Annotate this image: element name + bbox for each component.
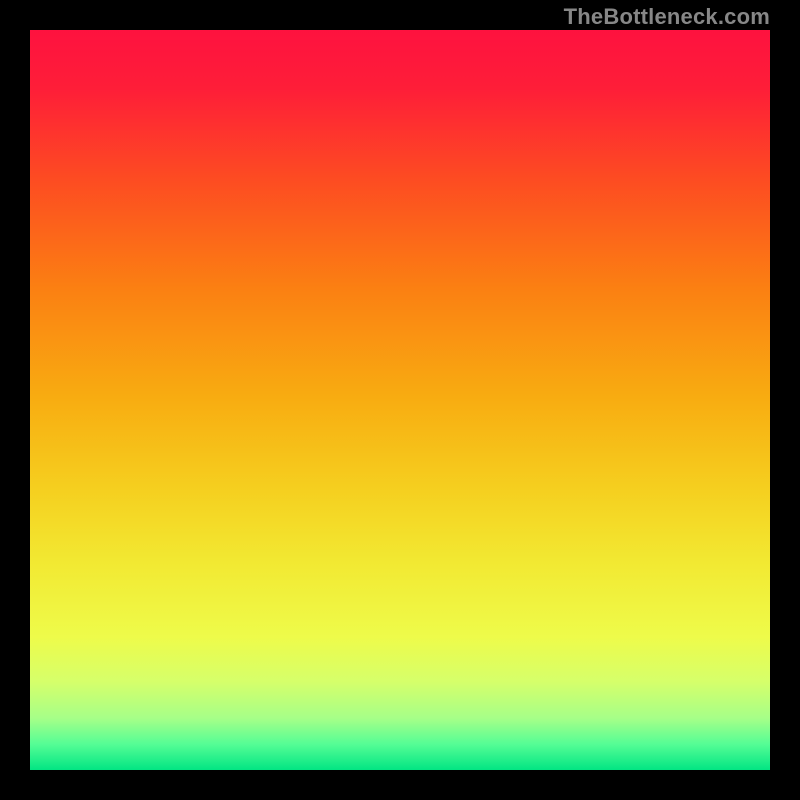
plot-gradient (30, 30, 770, 770)
chart-stage: TheBottleneck.com (0, 0, 800, 800)
watermark-text: TheBottleneck.com (564, 4, 770, 30)
chart-svg (0, 0, 800, 800)
